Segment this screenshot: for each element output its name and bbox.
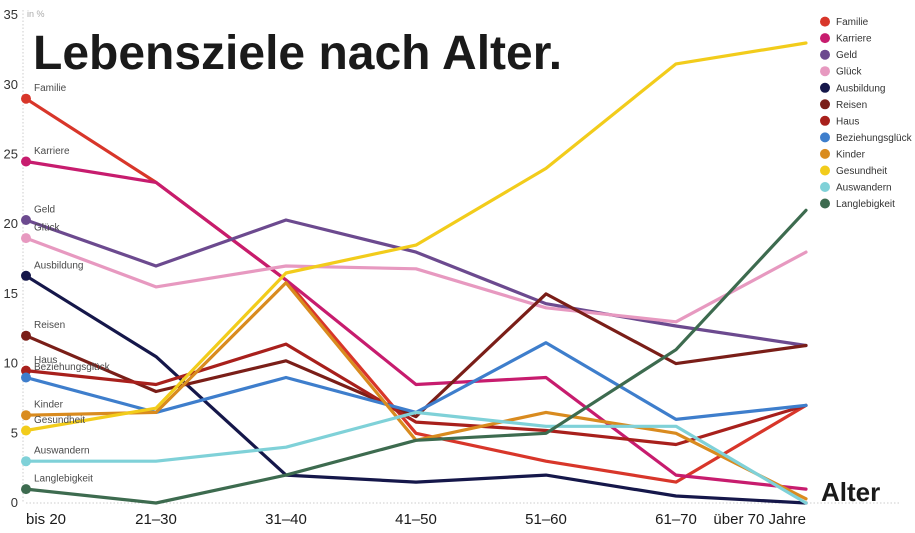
svg-text:Glück: Glück: [836, 67, 863, 78]
svg-text:35: 35: [4, 7, 18, 22]
svg-text:Kinder: Kinder: [34, 400, 64, 411]
svg-text:Reisen: Reisen: [836, 100, 867, 111]
svg-text:Auswandern: Auswandern: [836, 183, 892, 194]
svg-text:Karriere: Karriere: [836, 34, 872, 45]
svg-text:Gesundheit: Gesundheit: [836, 166, 887, 177]
svg-text:Familie: Familie: [34, 83, 67, 94]
svg-text:Glück: Glück: [34, 223, 61, 234]
svg-text:30: 30: [4, 77, 18, 92]
svg-text:Familie: Familie: [836, 17, 869, 28]
svg-text:Beziehungsglück: Beziehungsglück: [34, 362, 111, 373]
svg-text:Ausbildung: Ausbildung: [34, 260, 83, 271]
svg-text:Geld: Geld: [836, 50, 857, 61]
svg-text:Auswandern: Auswandern: [34, 446, 90, 457]
svg-text:Gesundheit: Gesundheit: [34, 415, 85, 426]
svg-text:Reisen: Reisen: [34, 320, 65, 331]
svg-text:Haus: Haus: [836, 116, 859, 127]
svg-text:20: 20: [4, 216, 18, 231]
svg-text:Langlebigkeit: Langlebigkeit: [34, 474, 93, 485]
svg-text:25: 25: [4, 147, 18, 162]
svg-text:61–70: 61–70: [655, 511, 697, 528]
svg-text:21–30: 21–30: [135, 511, 177, 528]
svg-text:über 70 Jahre: über 70 Jahre: [713, 511, 806, 528]
svg-text:41–50: 41–50: [395, 511, 437, 528]
svg-text:Ausbildung: Ausbildung: [836, 83, 885, 94]
svg-text:Beziehungsglück: Beziehungsglück: [836, 133, 913, 144]
svg-text:5: 5: [11, 425, 18, 440]
svg-text:31–40: 31–40: [265, 511, 307, 528]
svg-text:Geld: Geld: [34, 205, 55, 216]
svg-text:51–60: 51–60: [525, 511, 567, 528]
svg-text:Langlebigkeit: Langlebigkeit: [836, 199, 895, 210]
svg-text:in %: in %: [27, 9, 45, 19]
svg-text:0: 0: [11, 495, 18, 510]
svg-text:Karriere: Karriere: [34, 146, 70, 157]
svg-text:bis 20: bis 20: [26, 511, 66, 528]
svg-text:10: 10: [4, 356, 18, 371]
svg-text:15: 15: [4, 286, 18, 301]
svg-text:Kinder: Kinder: [836, 149, 866, 160]
